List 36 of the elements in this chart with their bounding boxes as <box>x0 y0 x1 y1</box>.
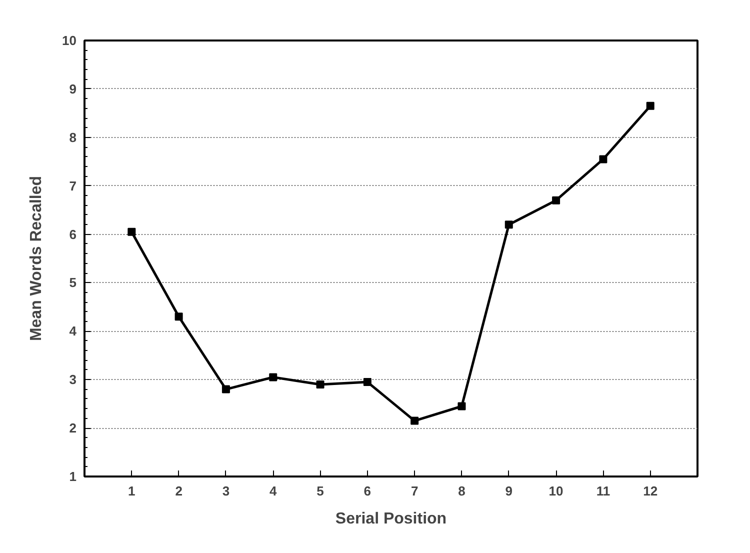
x-tick-label: 5 <box>316 484 324 498</box>
point <box>174 312 183 321</box>
x-tick-label: 1 <box>128 484 136 498</box>
point <box>128 228 136 236</box>
point <box>410 416 419 425</box>
x-tick-label: 9 <box>505 484 513 498</box>
y-tick-label: 9 <box>69 81 77 96</box>
x-tick-label: 2 <box>175 484 182 498</box>
point <box>599 155 608 164</box>
point <box>552 196 560 204</box>
y-tick-label: 5 <box>69 275 77 290</box>
point <box>504 220 513 229</box>
x-tick-label: 11 <box>596 484 610 498</box>
point <box>646 102 654 110</box>
x-tick-label: 10 <box>548 484 564 498</box>
x-axis-title: Serial Position <box>335 510 447 528</box>
point <box>269 373 278 382</box>
y-tick-label: 8 <box>69 130 77 145</box>
x-tick-label: 6 <box>364 484 372 498</box>
y-tick-label: 4 <box>69 324 78 339</box>
y-axis-title: Mean Words Recalled <box>28 176 46 342</box>
y-tick-label: 1 <box>69 469 77 484</box>
y-tick-label: 6 <box>69 226 77 242</box>
x-tick-label: 4 <box>270 484 278 498</box>
x-tick-label: 8 <box>458 484 466 498</box>
y-tick-label: 10 <box>62 33 77 48</box>
y-tick-label: 2 <box>69 420 77 436</box>
point <box>316 380 324 388</box>
x-tick-label: 12 <box>643 484 658 498</box>
x-tick-label: 7 <box>410 484 418 498</box>
point <box>458 402 466 410</box>
x-tick-label: 3 <box>222 484 230 498</box>
point <box>222 385 230 394</box>
y-tick-label: 7 <box>69 178 77 194</box>
y-tick-label: 3 <box>69 372 77 388</box>
point <box>363 378 372 386</box>
